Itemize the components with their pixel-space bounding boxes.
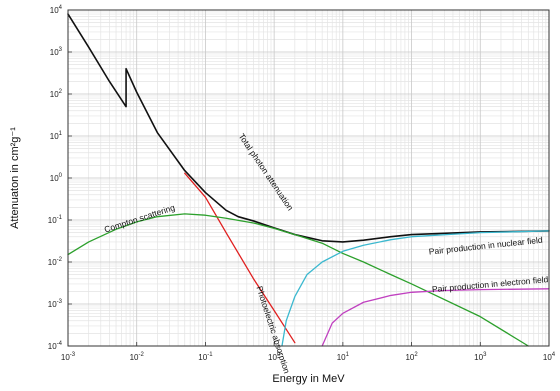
- x-tick-label: 103: [474, 352, 487, 362]
- series-line-photoelectric-absorption: [184, 172, 296, 344]
- y-tick-label: 10-1: [48, 215, 63, 225]
- y-tick-label: 101: [50, 131, 63, 141]
- x-axis-title: Energy in MeV: [272, 373, 345, 385]
- x-tick-labels: 10-3 10-2 10-1 100 101 102 103 104: [61, 352, 556, 362]
- y-tick-labels: 10-4 10-3 10-2 10-1 100 101 102 103 104: [48, 5, 63, 351]
- x-tick-label: 101: [337, 352, 350, 362]
- x-tick-label: 10-2: [130, 352, 145, 362]
- x-tick-label: 104: [543, 352, 556, 362]
- tick-marks: [67, 9, 550, 347]
- series-line-pair-production-in-electron-field: [321, 288, 550, 347]
- y-axis-title: Attenuaton in cm²g⁻¹: [9, 127, 21, 229]
- curve-annotation: Pair production in nuclear field: [428, 235, 543, 257]
- y-tick-label: 10-2: [48, 257, 63, 267]
- y-tick-label: 102: [50, 89, 63, 99]
- x-tick-label: 100: [268, 352, 281, 362]
- series-line-pair-production-in-nuclear-field: [281, 230, 550, 347]
- y-tick-label: 100: [50, 173, 63, 183]
- x-tick-label: 102: [405, 352, 418, 362]
- y-tick-label: 104: [50, 5, 63, 15]
- y-tick-label: 10-3: [48, 299, 63, 309]
- series-line-total-photon-attenuation: [67, 13, 550, 243]
- series-line-compton-scattering: [67, 213, 529, 347]
- x-tick-label: 10-3: [61, 352, 76, 362]
- y-tick-label: 103: [50, 47, 63, 57]
- series-layer: [67, 13, 550, 347]
- curve-annotation: Total photon attenuation: [237, 132, 296, 213]
- x-tick-label: 10-1: [198, 352, 213, 362]
- y-tick-label: 10-4: [48, 341, 63, 351]
